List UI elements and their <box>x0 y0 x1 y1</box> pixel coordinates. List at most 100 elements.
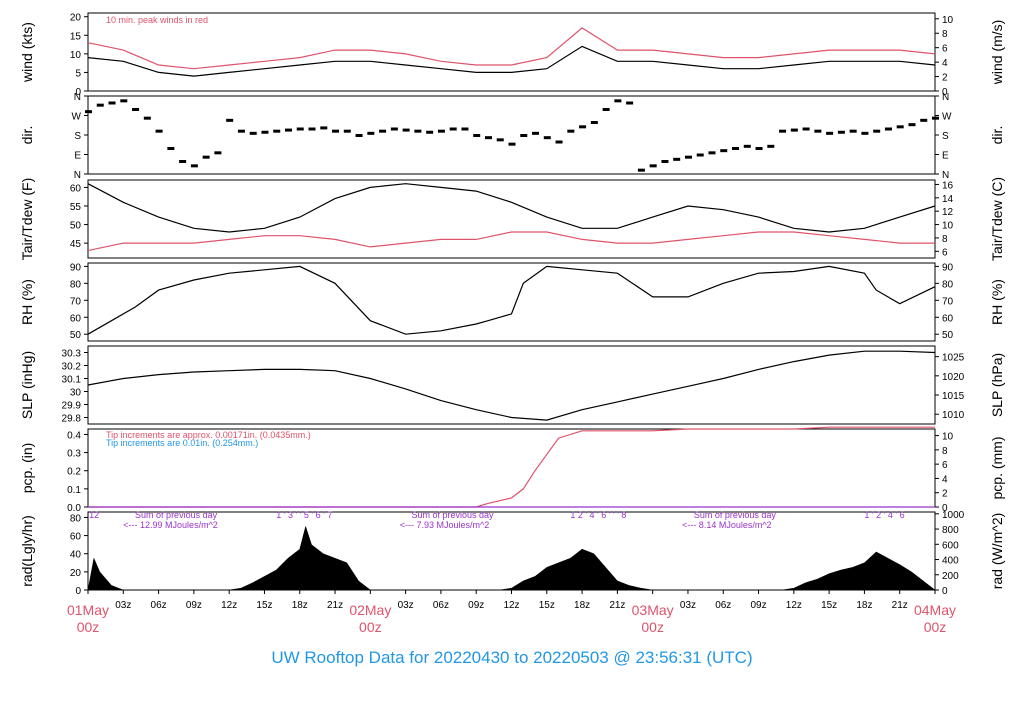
dir-point <box>790 128 798 132</box>
temp-frame <box>87 179 936 259</box>
slp-ytick-label-left: 29.9 <box>62 401 82 412</box>
slp-ytick-label-left: 30.2 <box>62 362 82 373</box>
rh-ylabel-right: RH (%) <box>989 279 1005 325</box>
dir-ylabel-right: dir. <box>989 126 1005 145</box>
dir-ytick-label-right: E <box>942 151 949 162</box>
temp-line-Tair <box>87 183 936 233</box>
rad-annotation: Sum of previous day <box>412 510 495 520</box>
rad-ytick-label-left: 60 <box>70 532 82 543</box>
dir-point <box>637 168 645 172</box>
temp-ytick-label-right: 12 <box>942 207 954 218</box>
rad-annotation: 1 ' 3 ' ' 5 ' 6 ' 7 <box>276 510 332 520</box>
slp-ytick-label-left: 30.1 <box>62 375 82 386</box>
temp-line-Tdew <box>87 231 935 252</box>
dir-point <box>755 147 763 150</box>
wind-ylabel-left: wind (kts) <box>19 22 35 83</box>
dir-point <box>767 144 775 148</box>
dir-ytick-label-left: S <box>74 131 81 142</box>
dir-point <box>520 134 528 137</box>
rad-ytick-label-left: 20 <box>70 568 82 579</box>
dir-point <box>579 125 587 129</box>
wind-ytick-label-right: 2 <box>942 73 948 84</box>
xtick-label: 12z <box>786 600 802 611</box>
rad-annotation: <--- 12.99 MJoules/m^2 <box>123 520 218 530</box>
slp-ytick-label-right: 1015 <box>942 391 965 402</box>
temp-ytick-label-right: 14 <box>942 194 954 205</box>
dir-point <box>732 147 740 150</box>
dir-point <box>390 127 398 131</box>
temp-ytick-label-left: 50 <box>70 221 82 232</box>
slp-ytick-label-right: 1010 <box>942 410 965 421</box>
dir-point <box>849 129 857 133</box>
dir-point <box>743 144 751 148</box>
wind-line-wind <box>87 45 936 77</box>
xtick-label: 09z <box>468 600 484 611</box>
dir-point <box>143 116 151 120</box>
dir-ytick-label-left: N <box>74 92 81 103</box>
dir-point <box>120 99 128 103</box>
pcp-ytick-label-right: 6 <box>942 460 948 471</box>
day-hour-label: 00z <box>641 619 664 635</box>
rh-ytick-label-right: 70 <box>942 296 954 307</box>
dir-point <box>379 129 387 133</box>
xtick-label: 12z <box>221 600 237 611</box>
slp-ytick-label-left: 29.8 <box>62 414 82 425</box>
dir-point <box>626 101 634 105</box>
dir-point <box>861 131 869 135</box>
rh-ytick-label-right: 60 <box>942 313 954 324</box>
temp-ytick-label-left: 55 <box>70 202 82 213</box>
xtick-label: 15z <box>539 600 555 611</box>
slp-ytick-label-left: 30.3 <box>62 349 82 360</box>
wind-ytick-label-left: 15 <box>70 31 82 42</box>
wind-ytick-label-left: 5 <box>75 68 81 79</box>
dir-ytick-label-right: N <box>942 92 949 103</box>
dir-point <box>837 130 845 134</box>
rh-line-RH <box>87 265 936 335</box>
dir-point <box>543 136 551 140</box>
rad-ytick-label-left: 80 <box>70 513 82 524</box>
xtick-label: 15z <box>256 600 272 611</box>
dir-point <box>661 160 669 163</box>
dir-point <box>332 129 340 133</box>
rh-ytick-label-right: 90 <box>942 262 954 273</box>
rad-ytick-label-left: 40 <box>70 550 82 561</box>
figure-title: UW Rooftop Data for 20220430 to 20220503… <box>271 648 753 667</box>
temp-ytick-label-left: 45 <box>70 239 82 250</box>
dir-point <box>896 125 904 129</box>
xtick-label: 06z <box>151 600 167 611</box>
xtick-label: 18z <box>292 600 308 611</box>
xtick-label: 21z <box>327 600 343 611</box>
dir-point <box>179 160 187 163</box>
xtick-label: 03z <box>398 600 414 611</box>
pcp-ytick-label-right: 0 <box>942 503 948 514</box>
dir-ytick-label-left: E <box>74 151 81 162</box>
xtick-label: 15z <box>821 600 837 611</box>
rad-ytick-label-right: 0 <box>942 586 948 597</box>
wind-ytick-label-right: 6 <box>942 44 948 55</box>
rad-ytick-label-left: 0 <box>75 586 81 597</box>
temp-ytick-label-right: 10 <box>942 221 954 232</box>
dir-point <box>884 127 892 131</box>
xtick-label: 21z <box>892 600 908 611</box>
dir-point <box>649 164 657 168</box>
dir-point <box>426 130 434 134</box>
dir-point <box>873 129 881 133</box>
rh-ytick-label-left: 80 <box>70 279 82 290</box>
dir-point <box>508 142 516 146</box>
slp-ytick-label-right: 1020 <box>942 372 965 383</box>
rad-annotation: <--- 7.93 MJoules/m^2 <box>400 520 490 530</box>
wind-ytick-label-right: 0 <box>942 87 948 98</box>
slp-ytick-label-left: 30 <box>70 388 82 399</box>
wind-frame <box>87 12 936 92</box>
slp-ylabel-left: SLP (inHg) <box>19 351 35 419</box>
dir-point <box>614 99 622 103</box>
slp-frame <box>87 345 936 425</box>
xtick-label: 06z <box>433 600 449 611</box>
dir-point <box>167 147 175 150</box>
rad-ytick-label-right: 200 <box>942 571 959 582</box>
xtick-label: 03z <box>680 600 696 611</box>
dir-point <box>343 129 351 133</box>
dir-point <box>108 101 116 105</box>
dir-point <box>437 129 445 133</box>
wind-ytick-label-left: 10 <box>70 50 82 61</box>
